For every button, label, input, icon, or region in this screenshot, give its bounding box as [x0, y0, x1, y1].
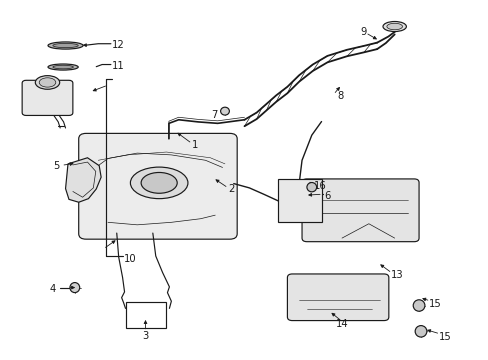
Text: 16: 16 [313, 181, 326, 191]
Text: 8: 8 [336, 91, 343, 101]
Ellipse shape [414, 325, 426, 337]
Ellipse shape [48, 42, 83, 49]
FancyBboxPatch shape [287, 274, 388, 320]
Ellipse shape [53, 43, 78, 48]
Text: 1: 1 [192, 140, 198, 150]
Ellipse shape [220, 107, 229, 115]
Ellipse shape [39, 78, 56, 87]
Text: 11: 11 [112, 61, 124, 71]
Text: 15: 15 [438, 332, 450, 342]
Polygon shape [65, 158, 101, 202]
Bar [125, 302, 165, 328]
FancyBboxPatch shape [22, 80, 73, 116]
FancyBboxPatch shape [79, 134, 237, 239]
Text: 9: 9 [359, 27, 366, 37]
Ellipse shape [70, 283, 80, 293]
Text: 15: 15 [428, 299, 441, 309]
Ellipse shape [412, 300, 424, 311]
Text: 14: 14 [335, 319, 348, 329]
Ellipse shape [306, 183, 316, 192]
FancyBboxPatch shape [277, 179, 321, 222]
Text: 4: 4 [49, 284, 56, 294]
Text: 6: 6 [324, 191, 330, 201]
Text: 3: 3 [142, 331, 148, 341]
Ellipse shape [382, 22, 406, 32]
Text: 13: 13 [390, 270, 403, 280]
Text: 2: 2 [228, 184, 234, 194]
Text: 5: 5 [53, 161, 60, 171]
Ellipse shape [35, 76, 60, 89]
Ellipse shape [386, 23, 402, 30]
Ellipse shape [53, 65, 73, 69]
Ellipse shape [141, 172, 177, 193]
FancyBboxPatch shape [302, 179, 418, 242]
Text: 12: 12 [112, 40, 124, 50]
Ellipse shape [48, 64, 78, 70]
Ellipse shape [130, 167, 187, 199]
Text: 7: 7 [211, 110, 217, 120]
Text: 10: 10 [123, 254, 136, 264]
